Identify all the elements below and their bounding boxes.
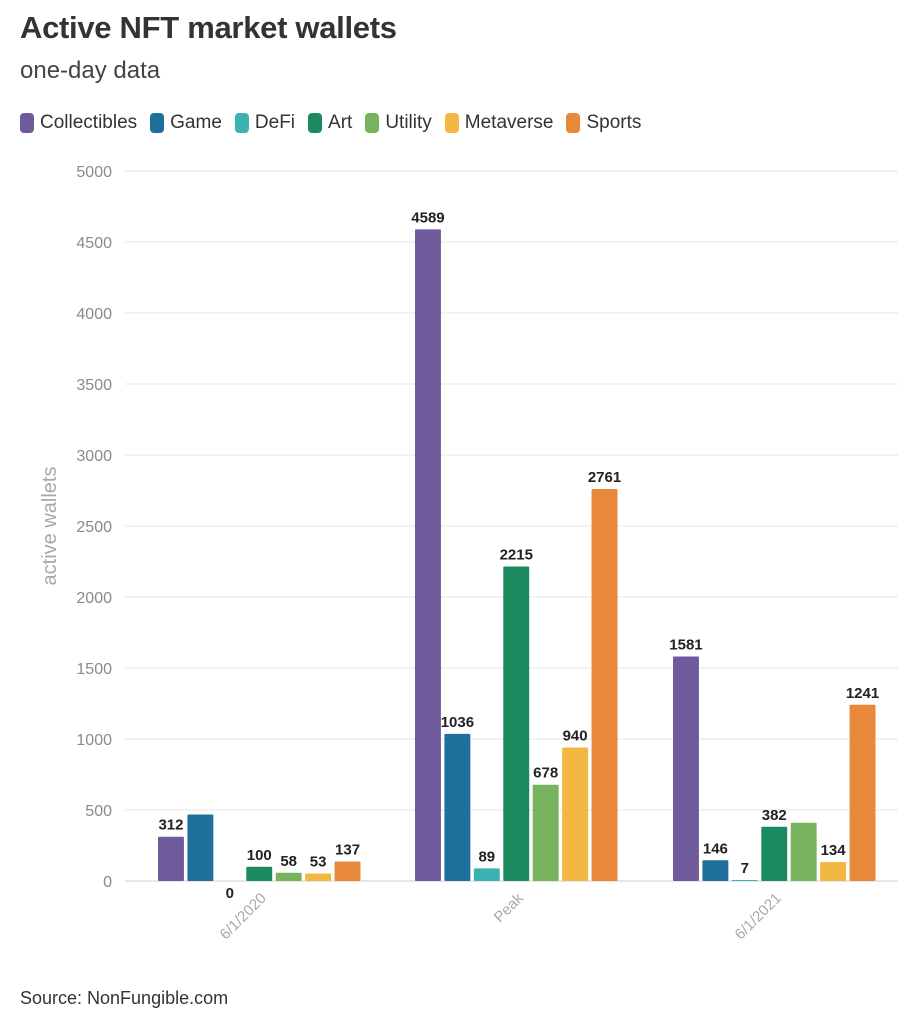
chart-subtitle: one-day data bbox=[20, 57, 161, 84]
data-label: 58 bbox=[280, 853, 297, 870]
y-tick-label: 2500 bbox=[76, 519, 112, 536]
data-label: 7 bbox=[741, 860, 749, 877]
bar bbox=[820, 861, 847, 881]
data-label: 4589 bbox=[411, 209, 444, 226]
bar bbox=[158, 836, 184, 881]
data-label: 0 bbox=[226, 885, 234, 902]
bar bbox=[849, 704, 876, 881]
x-tick-label: 6/1/2020 bbox=[217, 890, 270, 943]
y-tick-label: 3500 bbox=[76, 377, 112, 394]
bar bbox=[503, 566, 530, 881]
bar bbox=[305, 873, 332, 881]
legend-label: Metaverse bbox=[464, 112, 554, 133]
bar bbox=[761, 826, 788, 881]
y-axis-label: active wallets bbox=[39, 467, 61, 586]
bar bbox=[591, 488, 618, 881]
data-label: 137 bbox=[335, 842, 360, 859]
legend-swatch bbox=[444, 113, 459, 133]
legend-swatch bbox=[365, 113, 380, 133]
data-label: 53 bbox=[310, 853, 327, 870]
y-tick-label: 4000 bbox=[76, 306, 112, 323]
y-tick-label: 0 bbox=[103, 874, 112, 891]
y-tick-label: 500 bbox=[85, 803, 112, 820]
y-tick-label: 1500 bbox=[76, 661, 112, 678]
legend-item: DeFi bbox=[234, 112, 296, 134]
legend-item: Metaverse bbox=[444, 112, 554, 134]
bar bbox=[702, 860, 729, 881]
data-label: 678 bbox=[533, 765, 558, 782]
legend: Collectibles Game DeFi Art Utility Metaverse S… bbox=[20, 112, 654, 134]
bar bbox=[532, 784, 559, 881]
data-label: 312 bbox=[158, 817, 183, 834]
bar bbox=[246, 866, 273, 881]
legend-swatch bbox=[234, 113, 249, 133]
y-tick-label: 1000 bbox=[76, 732, 112, 749]
bar bbox=[673, 656, 699, 881]
legend-label: Game bbox=[170, 112, 222, 133]
bar bbox=[790, 822, 817, 881]
legend-item: Utility bbox=[365, 112, 432, 134]
bar bbox=[731, 880, 758, 881]
data-label: 382 bbox=[762, 807, 787, 824]
bar bbox=[415, 229, 441, 881]
bar bbox=[334, 861, 361, 881]
data-label: 1581 bbox=[669, 636, 702, 653]
data-label: 89 bbox=[478, 848, 495, 865]
data-label: 134 bbox=[821, 842, 847, 859]
bar bbox=[187, 814, 214, 881]
legend-swatch bbox=[150, 113, 165, 133]
x-tick-label: 6/1/2021 bbox=[732, 890, 785, 943]
legend-label: DeFi bbox=[254, 112, 296, 133]
legend-label: Utility bbox=[385, 112, 432, 133]
source-note: Source: NonFungible.com bbox=[20, 988, 229, 1008]
legend-label: Sports bbox=[586, 112, 642, 133]
legend-item: Art bbox=[308, 112, 352, 134]
data-label: 1241 bbox=[846, 685, 879, 702]
legend-label: Art bbox=[328, 112, 353, 133]
data-label: 100 bbox=[247, 847, 272, 864]
bar bbox=[444, 733, 471, 881]
chart-title: Active NFT market wallets bbox=[20, 10, 397, 45]
bar bbox=[275, 872, 302, 881]
y-tick-label: 4500 bbox=[76, 235, 112, 252]
data-label: 2761 bbox=[588, 469, 621, 486]
legend-item: Collectibles bbox=[20, 112, 137, 134]
y-tick-label: 5000 bbox=[76, 164, 112, 181]
bar bbox=[473, 868, 500, 881]
legend-item: Game bbox=[150, 112, 222, 134]
data-label: 940 bbox=[563, 728, 588, 745]
y-tick-label: 2000 bbox=[76, 590, 112, 607]
x-tick-label: Peak bbox=[491, 889, 528, 926]
legend-swatch bbox=[566, 113, 581, 133]
data-label: 146 bbox=[703, 840, 728, 857]
bar-chart: 0500100015002000250030003500400045005000… bbox=[39, 164, 898, 943]
y-tick-label: 3000 bbox=[76, 448, 112, 465]
legend-swatch bbox=[308, 113, 323, 133]
data-label: 1036 bbox=[441, 714, 474, 731]
legend-item: Sports bbox=[566, 112, 641, 134]
data-label: 2215 bbox=[500, 546, 533, 563]
legend-label: Collectibles bbox=[40, 112, 138, 133]
legend-swatch bbox=[20, 113, 34, 133]
bar bbox=[562, 747, 589, 881]
